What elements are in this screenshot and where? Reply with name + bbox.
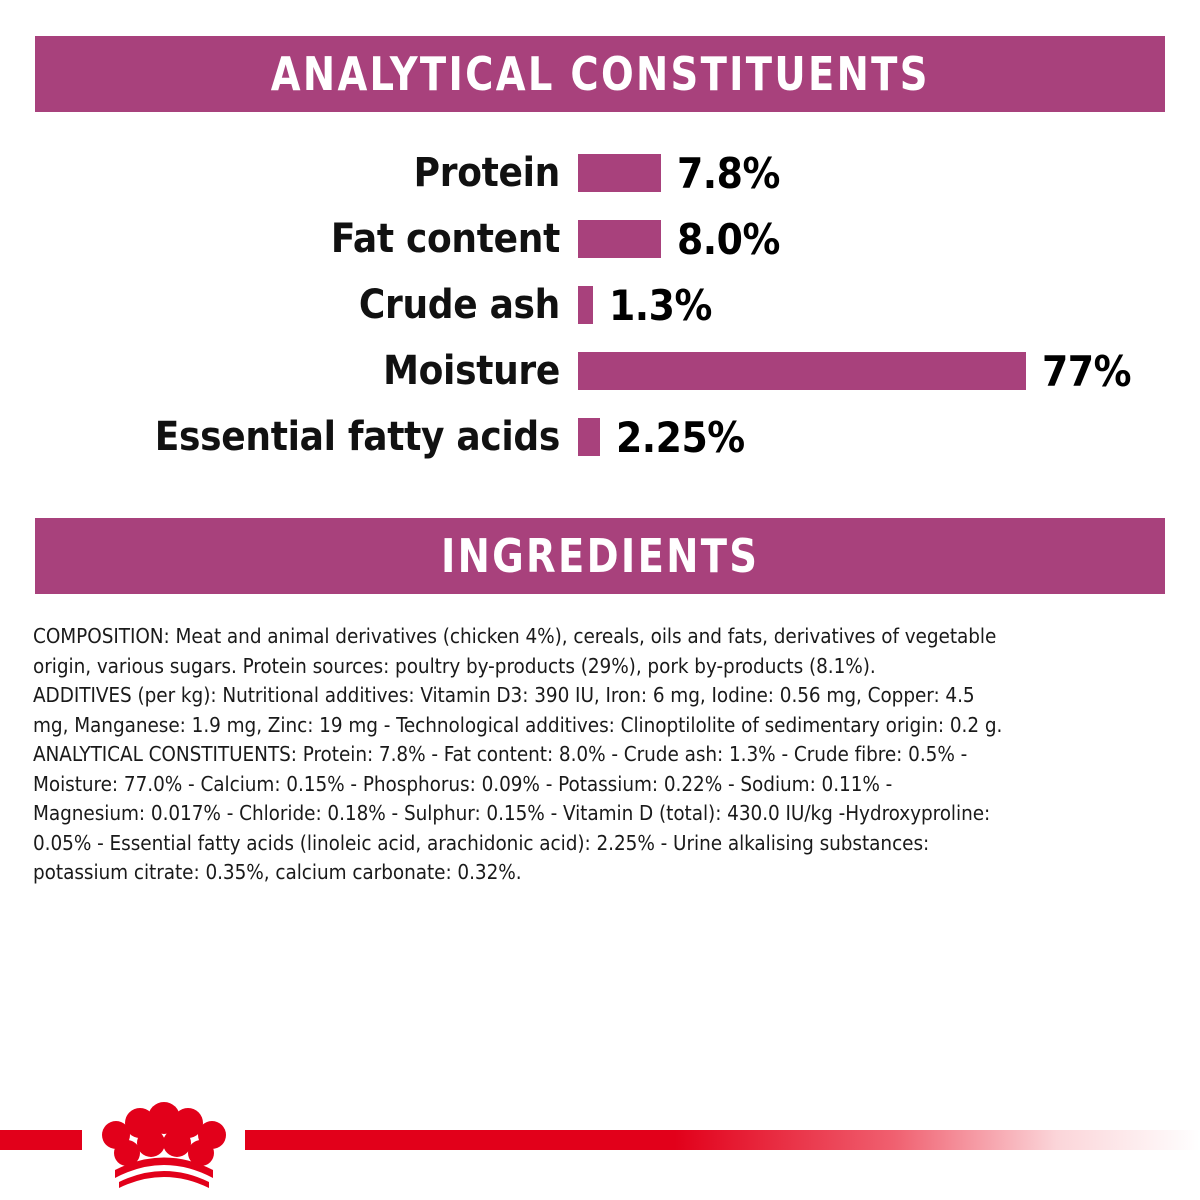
chart-category-label: Fat content — [330, 216, 560, 262]
chart-bar-group: 7.8% — [578, 149, 780, 198]
chart-row: Fat content 8.0% — [0, 206, 1200, 272]
ingredients-line: potassium citrate: 0.35%, calcium carbon… — [33, 860, 522, 884]
chart-category-label: Crude ash — [358, 282, 560, 328]
ingredients-line: Magnesium: 0.017% - Chloride: 0.18% - Su… — [33, 801, 991, 825]
ingredients-line: COMPOSITION: Meat and animal derivatives… — [33, 624, 997, 648]
chart-bar-group: 2.25% — [578, 413, 745, 462]
chart-value-label: 1.3% — [609, 280, 712, 330]
footer-rule-left — [0, 1130, 82, 1150]
chart-value-label: 8.0% — [677, 214, 780, 264]
analytical-constituents-chart: Protein 7.8% Fat content 8.0% Crude ash 1.3% M… — [0, 140, 1200, 470]
ingredients-line: Moisture: 77.0% - Calcium: 0.15% - Phosp… — [33, 771, 893, 796]
ingredients-line: mg, Manganese: 1.9 mg, Zinc: 19 mg - Tec… — [33, 712, 1003, 737]
chart-category-label: Essential fatty acids — [154, 414, 561, 460]
section-title-analytical-constituents: ANALYTICAL CONSTITUENTS — [270, 47, 930, 101]
section-title-ingredients: INGREDIENTS — [440, 529, 760, 583]
chart-bar — [578, 352, 1026, 390]
chart-bar-group: 8.0% — [578, 215, 780, 264]
chart-row: Essential fatty acids 2.25% — [0, 404, 1200, 470]
ingredients-line: ANALYTICAL CONSTITUENTS: Protein: 7.8% -… — [33, 742, 968, 766]
section-header-ingredients: INGREDIENTS — [35, 518, 1165, 594]
chart-bar — [578, 418, 600, 456]
chart-category-label: Protein — [413, 150, 561, 196]
ingredients-line: origin, various sugars. Protein sources:… — [33, 653, 876, 678]
chart-value-label: 2.25% — [616, 412, 745, 462]
ingredients-line: 0.05% - Essential fatty acids (linoleic … — [33, 830, 930, 855]
ingredients-composition-text: COMPOSITION: Meat and animal derivatives… — [33, 622, 1176, 888]
chart-row: Protein 7.8% — [0, 140, 1200, 206]
chart-row: Crude ash 1.3% — [0, 272, 1200, 338]
page-footer — [0, 1080, 1200, 1200]
ingredients-line: ADDITIVES (per kg): Nutritional additive… — [33, 683, 975, 707]
chart-bar-group: 77% — [578, 347, 1131, 396]
chart-bar — [578, 154, 661, 192]
chart-value-label: 77% — [1042, 346, 1131, 396]
chart-row: Moisture 77% — [0, 338, 1200, 404]
footer-rule-right — [245, 1130, 1200, 1150]
royal-canin-crown-logo — [82, 1090, 245, 1190]
section-header-analytical-constituents: ANALYTICAL CONSTITUENTS — [35, 36, 1165, 112]
chart-bar — [578, 220, 661, 258]
chart-bar — [578, 286, 593, 324]
chart-bar-group: 1.3% — [578, 281, 712, 330]
chart-category-label: Moisture — [383, 348, 560, 394]
chart-value-label: 7.8% — [677, 148, 780, 198]
